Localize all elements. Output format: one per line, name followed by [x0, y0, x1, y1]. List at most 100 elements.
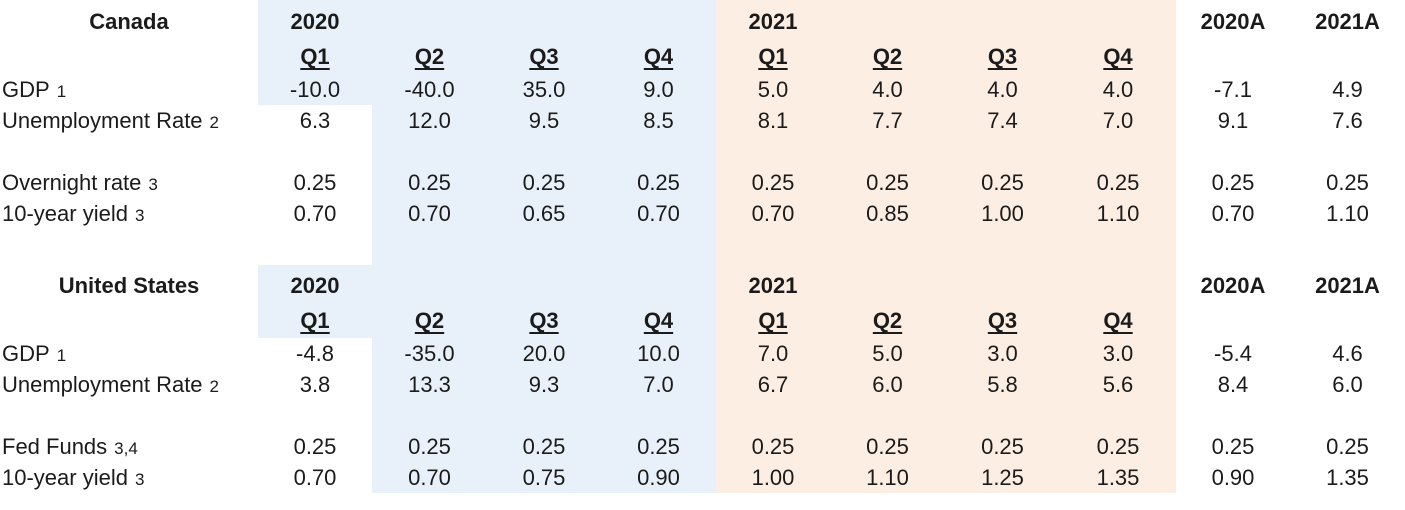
- background-2021-block: [716, 0, 1176, 493]
- data-cell: 4.0: [1102, 77, 1134, 102]
- row-label: Unemployment Rate 2: [0, 105, 258, 136]
- spacer: [372, 268, 487, 304]
- data-cell: 0.25: [866, 170, 909, 195]
- data-cell: 9.1: [1217, 108, 1249, 133]
- section-title: United States: [58, 273, 200, 298]
- data-cell: 5.8: [987, 372, 1018, 397]
- data-cell: 12.0: [408, 108, 451, 133]
- data-cell: 8.5: [643, 108, 674, 133]
- data-cell: 5.0: [757, 77, 789, 102]
- quarter-header: Q4: [643, 308, 674, 333]
- data-cell: 0.25: [1326, 434, 1369, 459]
- row-label: Fed Funds 3,4: [0, 431, 258, 462]
- data-cell: 1.10: [1326, 201, 1369, 226]
- footnote-marker: 1: [56, 82, 67, 101]
- data-cell: 0.25: [522, 434, 566, 459]
- q1-white-notch-canada: [258, 105, 372, 265]
- data-cell: 0.75: [522, 465, 566, 490]
- quarter-header: Q3: [987, 44, 1018, 69]
- footnote-marker: 2: [209, 113, 220, 132]
- section-title: Canada: [89, 9, 169, 34]
- footnote-marker: 3: [148, 175, 158, 194]
- spacer: [1060, 268, 1176, 304]
- row-label-text: Unemployment Rate: [2, 372, 203, 397]
- data-cell: [1060, 400, 1176, 431]
- data-cell: 1.00: [981, 201, 1024, 226]
- data-cell: [372, 136, 487, 167]
- spacer: [1290, 304, 1405, 338]
- data-cell: -4.8: [296, 341, 334, 366]
- data-cell: 3.8: [299, 372, 331, 397]
- data-cell: [487, 400, 601, 431]
- row-label-text: GDP: [2, 77, 50, 102]
- data-cell: 1.10: [1096, 201, 1140, 226]
- data-cell: 3.0: [1102, 341, 1134, 366]
- data-cell: [1176, 400, 1290, 431]
- row-label: Overnight rate 3: [0, 167, 258, 198]
- data-cell: 7.0: [757, 341, 789, 366]
- data-cell: 0.70: [637, 201, 680, 226]
- data-cell: 0.25: [981, 434, 1024, 459]
- year-2021-header: 2021: [748, 9, 798, 34]
- data-cell: 0.25: [751, 434, 795, 459]
- spacer: [487, 4, 601, 40]
- data-cell: 7.0: [1102, 108, 1134, 133]
- data-cell: 9.0: [643, 77, 674, 102]
- annual-2020-header: 2020A: [1200, 273, 1266, 298]
- footnote-marker: 2: [209, 377, 220, 396]
- data-cell: 3.0: [987, 341, 1018, 366]
- quarter-header: Q1: [300, 44, 330, 69]
- data-cell: 0.25: [1096, 170, 1140, 195]
- spacer: [0, 40, 258, 74]
- data-cell: 4.6: [1332, 341, 1363, 366]
- data-cell: -40.0: [404, 77, 455, 102]
- data-cell: [372, 400, 487, 431]
- data-cell: [945, 400, 1060, 431]
- data-cell: 0.25: [522, 170, 566, 195]
- spacer: [1290, 40, 1405, 74]
- data-cell: 4.0: [987, 77, 1018, 102]
- q1-white-notch-us: [258, 338, 372, 493]
- data-cell: 0.70: [1211, 201, 1255, 226]
- data-cell: 0.70: [293, 465, 337, 490]
- quarter-header: Q2: [872, 44, 903, 69]
- row-label: Unemployment Rate 2: [0, 369, 258, 400]
- data-cell: 0.90: [637, 465, 680, 490]
- data-cell: 8.4: [1217, 372, 1249, 397]
- data-cell: 0.25: [293, 434, 337, 459]
- row-label: [0, 136, 258, 167]
- annual-2021-header: 2021A: [1315, 273, 1380, 298]
- data-cell: [487, 136, 601, 167]
- data-cell: 1.35: [1326, 465, 1369, 490]
- data-cell: 0.70: [408, 201, 451, 226]
- data-cell: [601, 136, 716, 167]
- spacer: [1176, 304, 1290, 338]
- row-label: GDP 1: [0, 74, 258, 105]
- data-cell: 9.3: [528, 372, 560, 397]
- data-cell: [1060, 136, 1176, 167]
- row-label: GDP 1: [0, 338, 258, 369]
- data-cell: 6.0: [872, 372, 903, 397]
- data-cell: 13.3: [408, 372, 451, 397]
- data-cell: 0.25: [637, 170, 680, 195]
- data-cell: 35.0: [522, 77, 566, 102]
- data-cell: [1290, 136, 1405, 167]
- quarter-header: Q2: [872, 308, 903, 333]
- data-cell: 6.3: [299, 108, 331, 133]
- spacer: [372, 4, 487, 40]
- data-cell: 6.7: [757, 372, 789, 397]
- year-2020-header: 2020: [290, 9, 340, 34]
- spacer: [830, 4, 945, 40]
- data-cell: 0.70: [293, 201, 337, 226]
- row-label-text: 10-year yield: [2, 465, 128, 490]
- data-cell: [601, 400, 716, 431]
- data-cell: 7.7: [872, 108, 903, 133]
- data-cell: 4.0: [872, 77, 903, 102]
- data-cell: 0.65: [522, 201, 566, 226]
- quarter-header: Q3: [529, 44, 559, 69]
- data-cell: 5.6: [1102, 372, 1134, 397]
- data-cell: 0.25: [751, 170, 795, 195]
- spacer: [601, 268, 716, 304]
- row-label: [0, 400, 258, 431]
